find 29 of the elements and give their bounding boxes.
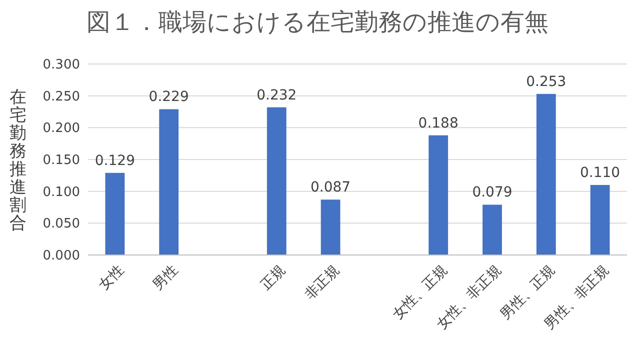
bar: [536, 94, 556, 255]
y-tick-label: 0.300: [42, 58, 80, 73]
x-tick-label: 男性: [150, 262, 182, 294]
data-label: 0.129: [94, 152, 135, 169]
y-tick-label: 0.250: [42, 89, 80, 104]
data-label: 0.229: [148, 89, 189, 106]
bar: [320, 200, 340, 255]
bar: [266, 107, 286, 255]
bar: [159, 109, 179, 255]
chart-title: 図１．職場における在宅勤務の推進の有無: [86, 8, 548, 36]
y-tick-label: 0.050: [42, 216, 80, 232]
y-axis-title: 在宅勤務推進割合: [10, 87, 26, 234]
y-tick-label: 0.000: [42, 248, 80, 264]
x-tick-label: 女性: [96, 262, 128, 294]
data-label: 0.232: [256, 87, 297, 104]
y-tick-label: 0.100: [42, 184, 80, 200]
y-tick-label: 0.150: [42, 153, 80, 168]
x-tick-label: 正規: [258, 262, 289, 294]
data-label: 0.087: [310, 180, 351, 196]
data-label: 0.188: [418, 115, 458, 132]
bar: [590, 184, 610, 255]
x-tick-label: 非正規: [302, 262, 343, 303]
bar: [105, 172, 125, 255]
bar: [482, 204, 502, 255]
data-label: 0.253: [526, 74, 566, 90]
bar: [428, 135, 448, 255]
data-label: 0.110: [580, 164, 620, 181]
y-tick-label: 0.200: [42, 121, 80, 136]
data-label: 0.079: [472, 184, 512, 201]
